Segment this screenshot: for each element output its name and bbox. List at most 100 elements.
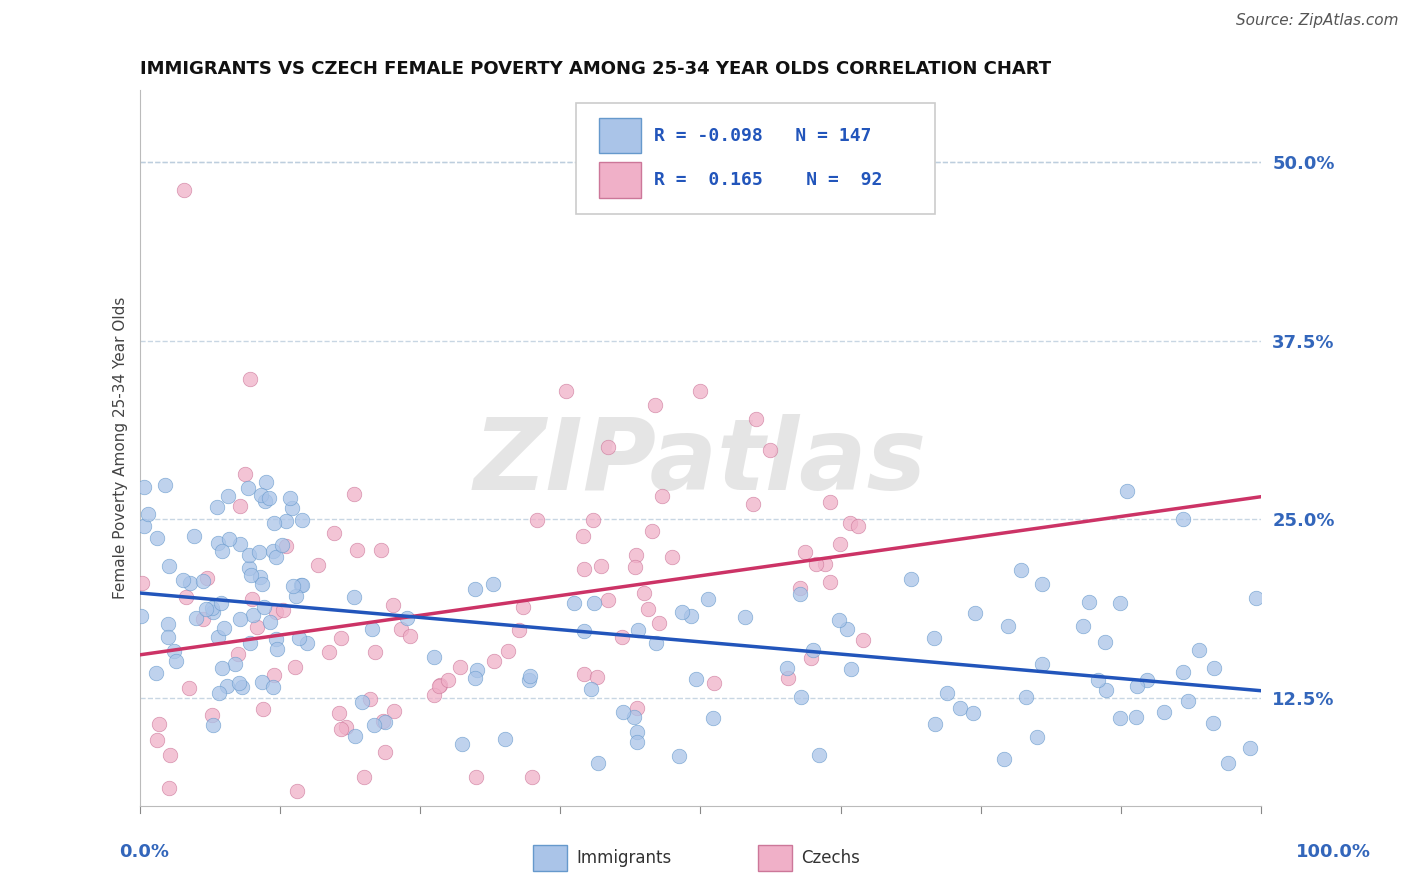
Point <box>146 531 169 545</box>
Point <box>519 668 541 682</box>
Point <box>163 644 186 658</box>
Point <box>259 615 281 629</box>
Point <box>217 489 239 503</box>
Point <box>201 601 224 615</box>
Text: R = -0.098   N = 147: R = -0.098 N = 147 <box>654 127 872 145</box>
Point <box>1109 596 1132 610</box>
Point <box>1202 661 1225 675</box>
Point <box>207 536 229 550</box>
Point <box>482 577 505 591</box>
Point <box>343 729 366 743</box>
Point <box>741 497 763 511</box>
Point <box>651 489 673 503</box>
Point <box>285 784 308 798</box>
Point <box>382 705 405 719</box>
Point <box>226 647 249 661</box>
Point <box>208 686 231 700</box>
Point <box>790 690 813 704</box>
Point <box>1071 619 1094 633</box>
Point <box>359 692 381 706</box>
Point <box>517 673 540 687</box>
Point <box>900 572 922 586</box>
Point <box>249 570 271 584</box>
Point <box>191 574 214 588</box>
Point <box>801 643 824 657</box>
Point <box>465 770 488 784</box>
Point <box>839 662 862 676</box>
Point <box>276 539 298 553</box>
Point <box>644 398 666 412</box>
Point <box>263 667 285 681</box>
Point <box>239 636 262 650</box>
Point <box>498 644 520 658</box>
Point <box>835 622 858 636</box>
Point <box>1115 483 1137 498</box>
Point <box>467 663 489 677</box>
Point <box>264 605 287 619</box>
Point <box>574 666 596 681</box>
Text: IMMIGRANTS VS CZECH FEMALE POVERTY AMONG 25-34 YEAR OLDS CORRELATION CHART: IMMIGRANTS VS CZECH FEMALE POVERTY AMONG… <box>139 60 1050 78</box>
Point <box>284 589 307 603</box>
Point <box>689 384 711 398</box>
Point <box>212 621 235 635</box>
Point <box>177 681 200 695</box>
Point <box>668 748 690 763</box>
Point <box>240 591 263 606</box>
Point <box>789 587 811 601</box>
Point <box>145 665 167 680</box>
Point <box>242 608 264 623</box>
Point <box>1244 591 1267 605</box>
Point <box>329 722 352 736</box>
Point <box>848 519 870 533</box>
Point <box>295 635 318 649</box>
Point <box>579 682 602 697</box>
Point <box>828 613 851 627</box>
Point <box>696 592 718 607</box>
Point <box>508 623 530 637</box>
Point <box>1171 665 1194 680</box>
Point <box>328 706 350 720</box>
Point <box>1031 577 1053 591</box>
Point <box>1031 657 1053 671</box>
Point <box>526 514 548 528</box>
Point <box>318 645 340 659</box>
Point <box>217 679 239 693</box>
Point <box>278 491 301 506</box>
Point <box>818 495 841 509</box>
Point <box>482 654 505 668</box>
Point <box>759 443 782 458</box>
Point <box>1136 673 1159 687</box>
Text: Immigrants: Immigrants <box>576 849 672 867</box>
Point <box>148 716 170 731</box>
Point <box>136 507 159 521</box>
Point <box>423 649 446 664</box>
Point <box>1015 690 1038 705</box>
Point <box>589 558 612 573</box>
Point <box>191 612 214 626</box>
Point <box>247 545 270 559</box>
Point <box>202 605 225 619</box>
Point <box>800 651 823 665</box>
Point <box>804 557 827 571</box>
Point <box>648 616 671 631</box>
Point <box>679 608 702 623</box>
Point <box>239 372 262 386</box>
Point <box>363 718 385 732</box>
Point <box>284 659 307 673</box>
Point <box>429 678 451 692</box>
Point <box>238 548 260 562</box>
Point <box>554 384 576 398</box>
Point <box>685 672 707 686</box>
Point <box>633 586 655 600</box>
Point <box>1078 595 1101 609</box>
Point <box>671 605 693 619</box>
Point <box>734 610 756 624</box>
Point <box>626 700 648 714</box>
Point <box>948 701 970 715</box>
Point <box>1188 643 1211 657</box>
Point <box>789 581 811 595</box>
Point <box>153 478 176 492</box>
Point <box>564 596 586 610</box>
Point <box>1094 635 1116 649</box>
Point <box>156 630 179 644</box>
